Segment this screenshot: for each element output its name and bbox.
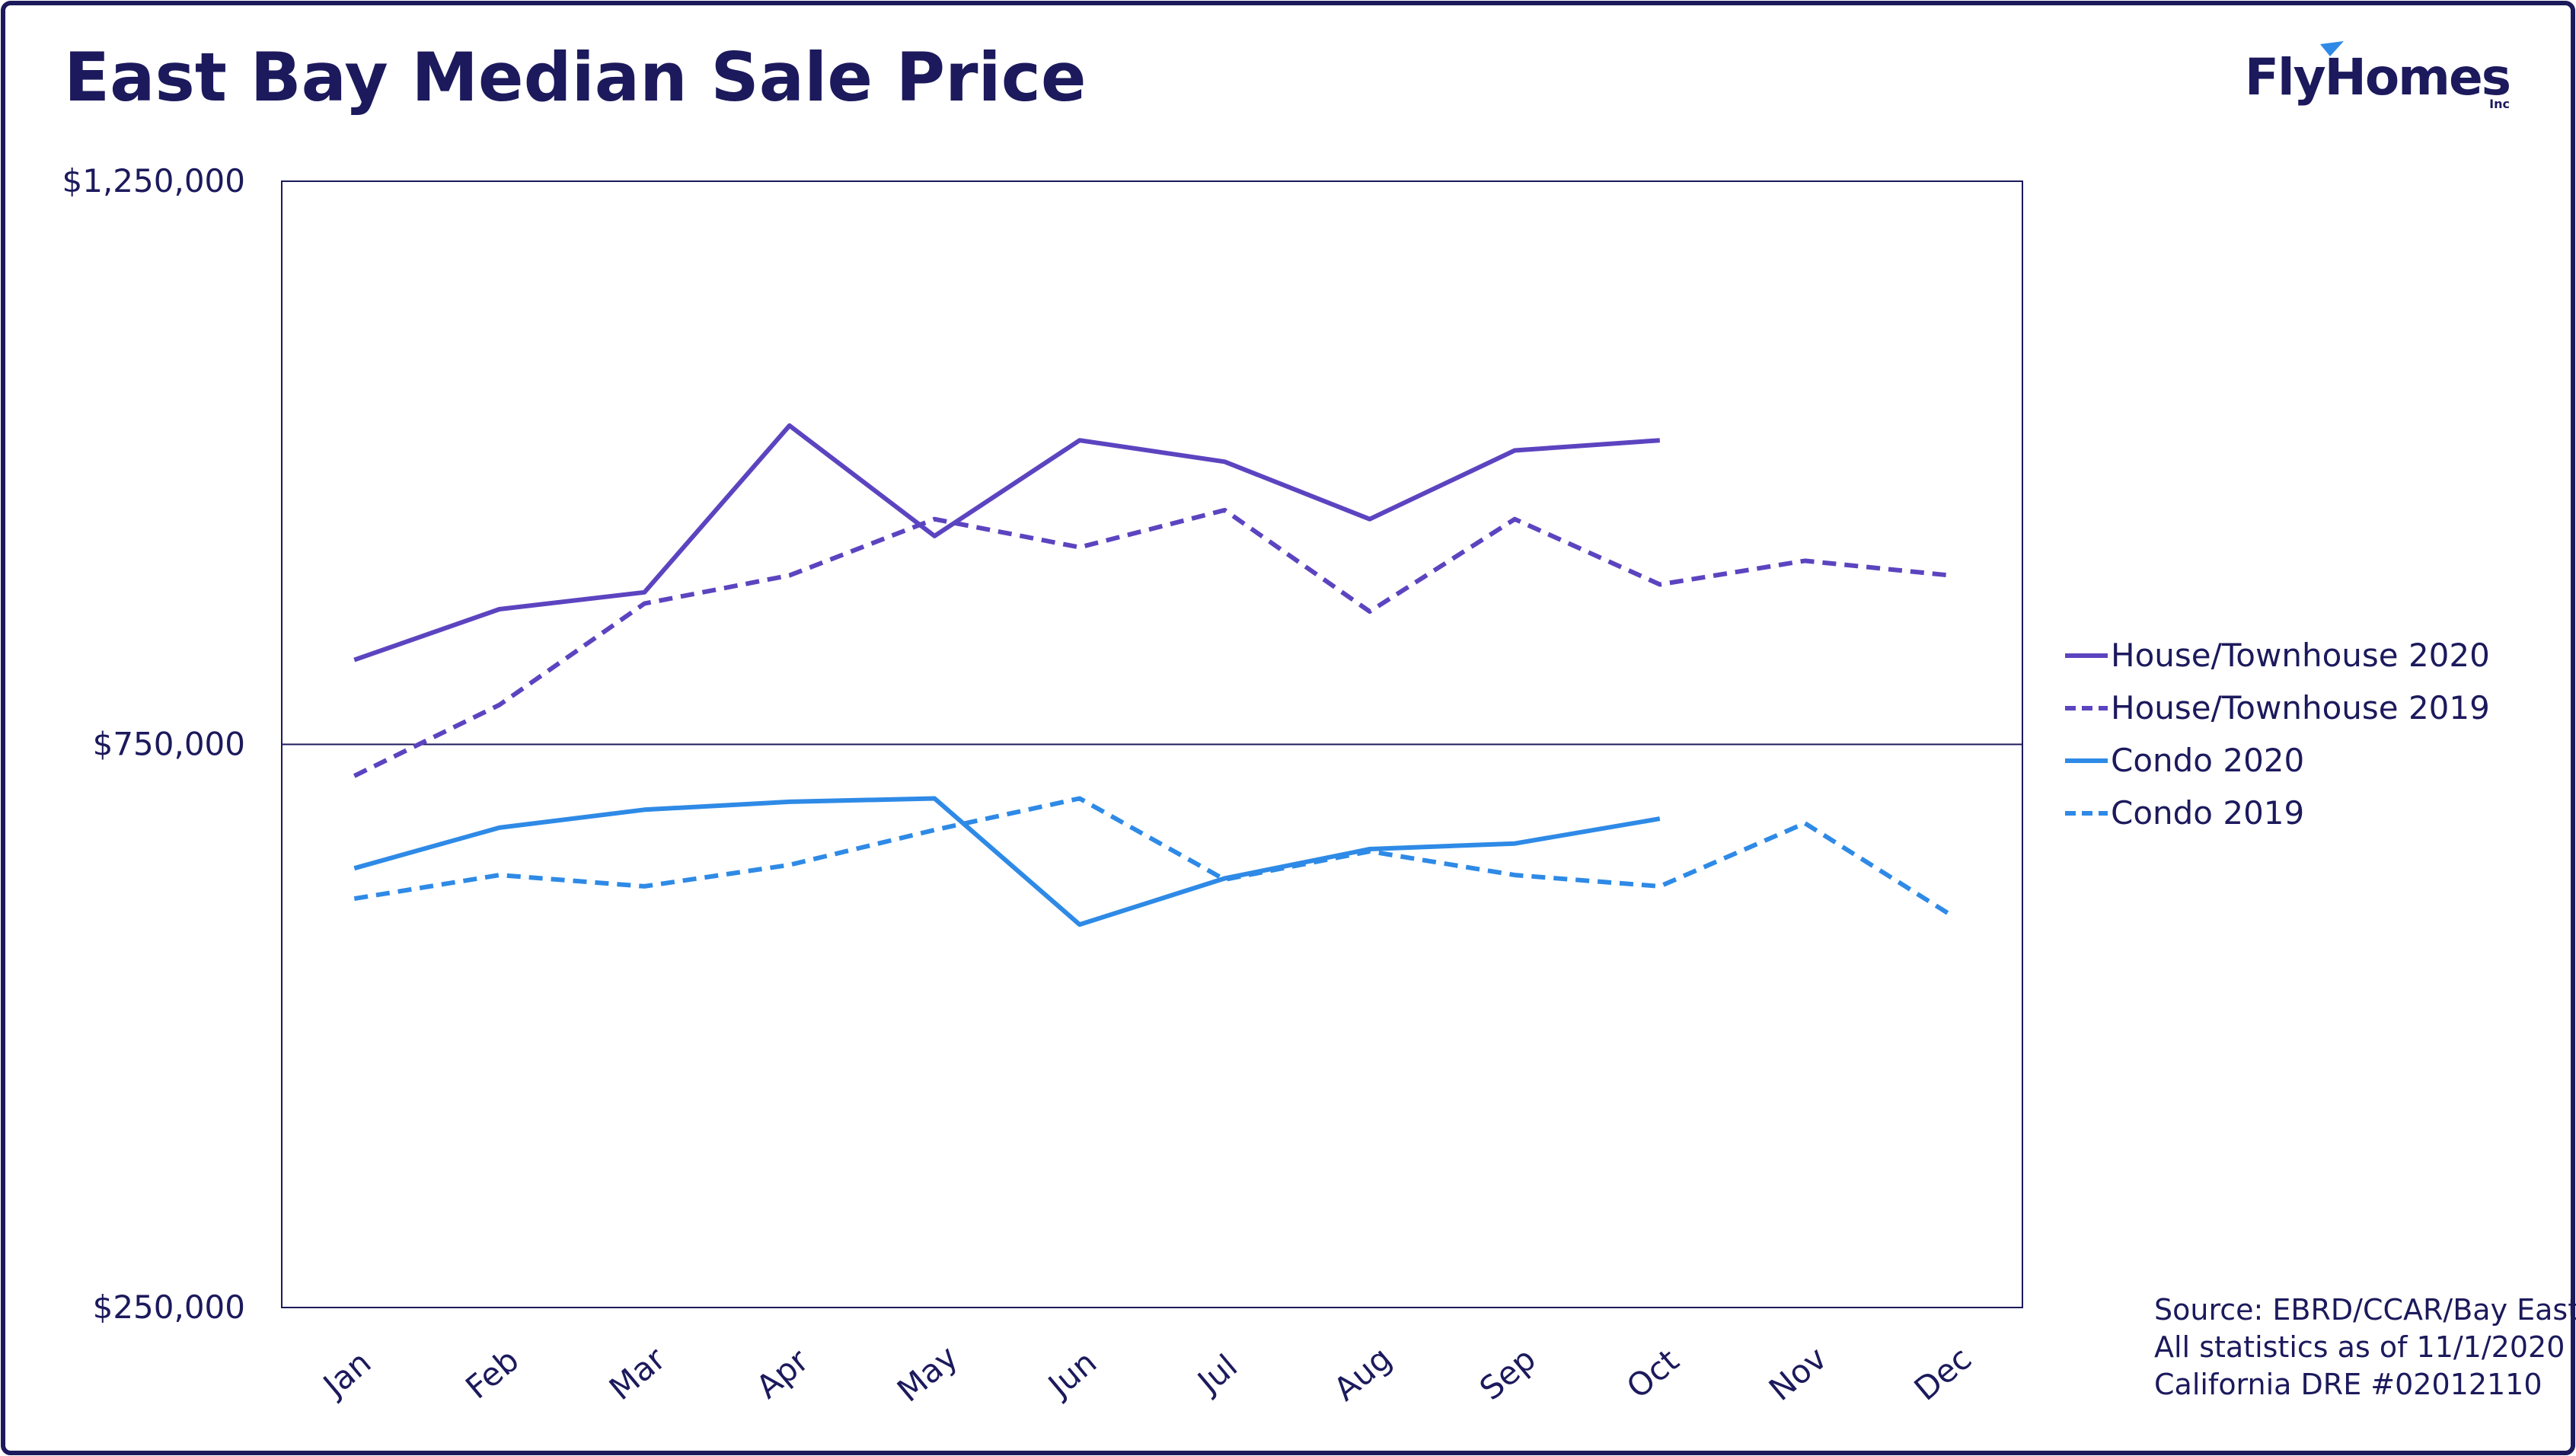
brand-logo-suffix: Inc: [2489, 97, 2510, 111]
series-line: [353, 423, 1661, 663]
legend-label: Condo 2020: [2111, 742, 2304, 779]
legend-label: House/Townhouse 2020: [2111, 637, 2490, 674]
legend-label: Condo 2019: [2111, 794, 2304, 832]
brand-logo: FlyHomes Inc: [2245, 41, 2511, 111]
chart-title: East Bay Median Sale Price: [64, 38, 1087, 117]
y-tick-label: $1,250,000: [62, 162, 245, 200]
legend: House/Townhouse 2020 House/Townhouse 2019…: [2065, 637, 2490, 832]
series-line: [353, 507, 1951, 778]
source-line: All statistics as of 11/1/2020: [2154, 1330, 2565, 1364]
y-tick-label: $250,000: [93, 1288, 245, 1326]
series-line: [353, 796, 1952, 917]
brand-logo-text: FlyHomes: [2245, 48, 2510, 107]
legend-label: House/Townhouse 2019: [2111, 689, 2490, 726]
y-tick-label: $750,000: [93, 726, 245, 763]
brand-logo-mark: [2320, 41, 2344, 56]
source-note: Source: EBRD/CCAR/Bay East All statistic…: [2154, 1293, 2576, 1401]
series-line: [353, 796, 1661, 928]
source-line: California DRE #02012110: [2154, 1368, 2542, 1401]
source-line: Source: EBRD/CCAR/Bay East: [2154, 1293, 2576, 1327]
